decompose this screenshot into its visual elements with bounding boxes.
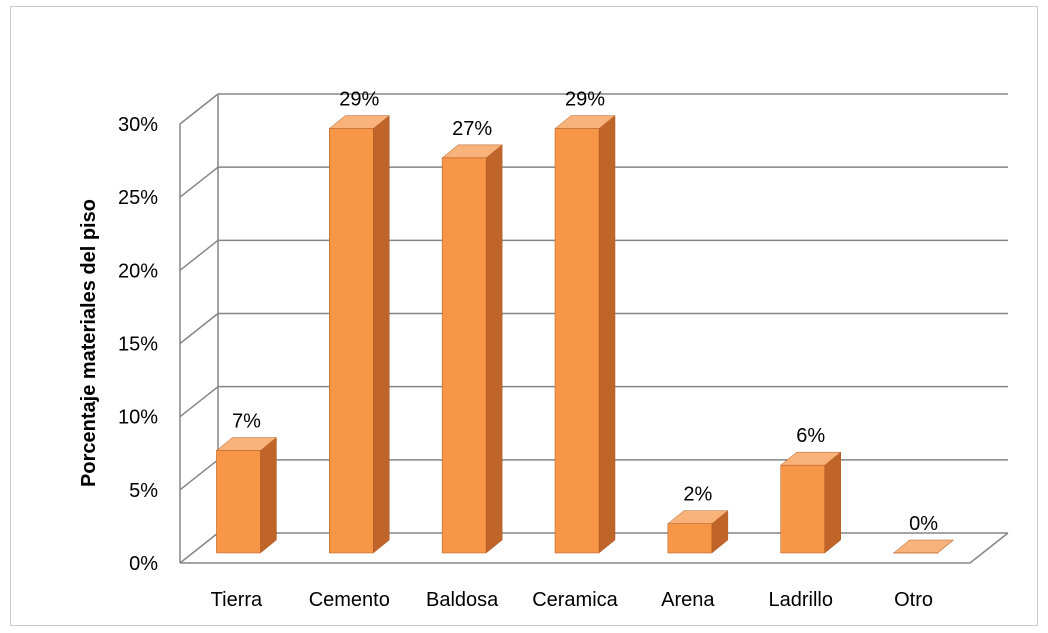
- y-axis-title: Porcentaje materiales del piso: [78, 199, 100, 487]
- x-axis-categories: Tierra Cemento Baldosa Ceramica Arena Ladrill…: [211, 589, 933, 611]
- gridline-diagonal: [179, 386, 219, 418]
- bar-side: [824, 451, 841, 554]
- y-tick-label: 30%: [118, 114, 158, 136]
- y-tick-label: 10%: [118, 407, 158, 429]
- bar-front: [780, 464, 825, 554]
- gridline-diagonal: [179, 239, 219, 271]
- bar-side: [373, 115, 390, 554]
- y-tick-label: 15%: [118, 334, 158, 356]
- bar-front: [667, 523, 713, 554]
- x-tick-label: Baldosa: [426, 589, 499, 611]
- gridline-diagonal: [179, 166, 219, 198]
- bar-front: [216, 450, 261, 554]
- bar-ceramica: [554, 115, 616, 554]
- data-label: 27%: [452, 118, 492, 140]
- data-label: 29%: [565, 89, 605, 111]
- bar-tierra: [215, 437, 278, 554]
- y-axis-ticks: 0% 5% 10% 15% 20% 25% 30%: [118, 114, 158, 575]
- x-tick-label: Ladrillo: [768, 589, 832, 611]
- x-tick-label: Tierra: [211, 589, 263, 611]
- data-label: 0%: [909, 513, 938, 535]
- bar-front: [329, 128, 374, 554]
- floor-edge: [180, 532, 1009, 564]
- x-tick-label: Arena: [661, 589, 715, 611]
- y-tick-label: 0%: [129, 553, 158, 575]
- bar-front: [441, 157, 487, 554]
- x-tick-label: Otro: [894, 589, 933, 611]
- data-labels: 7% 29% 27% 29% 2% 6% 0%: [232, 89, 938, 535]
- x-tick-label: Cemento: [309, 589, 390, 611]
- bar-otro: [892, 539, 955, 554]
- bar-ladrillo: [780, 451, 842, 554]
- bar-side: [260, 437, 277, 554]
- bar-side: [598, 115, 616, 554]
- gridline-diagonal: [179, 459, 219, 491]
- data-label: 29%: [339, 89, 379, 111]
- data-label: 2%: [683, 484, 712, 506]
- gridline-diagonal: [179, 532, 219, 564]
- y-tick-label: 25%: [118, 187, 158, 209]
- bar-cemento: [328, 115, 390, 554]
- x-tick-label: Ceramica: [532, 589, 618, 611]
- chart-frame: [10, 6, 1038, 626]
- bars: [215, 115, 955, 554]
- y-tick-label: 5%: [129, 480, 158, 502]
- gridline-diagonal: [179, 93, 219, 125]
- bar-side: [485, 144, 503, 554]
- data-label: 6%: [796, 425, 825, 447]
- data-label: 7%: [232, 411, 261, 433]
- bar-top: [892, 539, 955, 554]
- bar-baldosa: [441, 144, 503, 554]
- gridline-diagonal: [179, 312, 219, 345]
- bar-arena: [667, 510, 729, 554]
- bar-front: [554, 128, 600, 554]
- y-tick-label: 20%: [118, 260, 158, 282]
